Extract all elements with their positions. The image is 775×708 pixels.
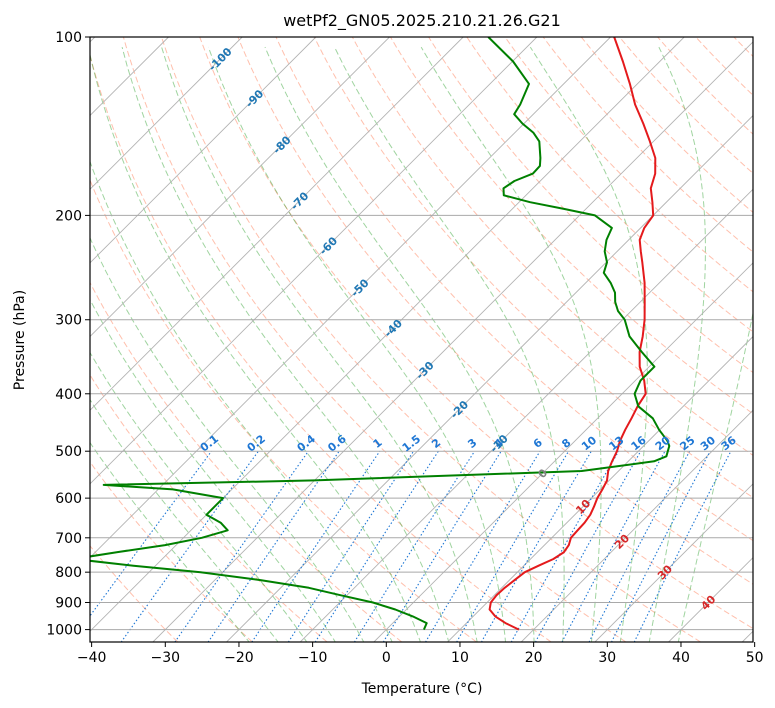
mixing-ratio-line (633, 450, 732, 642)
mixing-ratio-line (207, 450, 340, 642)
x-tick-label: −40 (77, 650, 107, 666)
mixing-ratio-line (425, 450, 541, 642)
dry-adiabat (90, 53, 552, 642)
y-tick-label: 400 (55, 387, 82, 403)
dry-adiabat (390, 37, 753, 415)
moist-adiabat (121, 46, 450, 642)
dry-adiabat (275, 37, 753, 542)
y-tick-label: 600 (55, 491, 82, 507)
x-tick-label: 30 (598, 650, 616, 666)
dry-adiabat (580, 37, 753, 214)
dry-adiabat (237, 37, 753, 585)
dewpoint-line (90, 37, 671, 630)
x-axis-label: Temperature (°C) (361, 681, 483, 697)
dry-adiabat (90, 178, 477, 642)
moist-adiabat (90, 441, 250, 642)
mixing-ratio-line (561, 450, 666, 642)
mixing-ratio-line (480, 450, 592, 642)
mixing-ratio-line (251, 450, 381, 642)
x-tick-label: 10 (451, 650, 469, 666)
dry-adiabat (313, 37, 753, 499)
moist-adiabat (648, 46, 706, 642)
isotherm-line (520, 409, 753, 642)
profile-lines (90, 37, 671, 631)
dry-adiabat (122, 37, 627, 642)
mixing-ratio-line (314, 450, 439, 642)
moist-adiabat (420, 46, 602, 642)
dry-adiabat (466, 37, 753, 333)
isotherm-line (226, 114, 753, 642)
mixing-ratio-line (510, 450, 620, 642)
dry-adiabat (90, 281, 403, 642)
x-tick-label: 0 (382, 650, 391, 666)
y-tick-label: 500 (55, 444, 82, 460)
x-tick-label: 50 (746, 650, 764, 666)
moist-adiabat (207, 46, 507, 642)
mixing-ratio-line (353, 450, 476, 642)
isotherm-line (90, 37, 317, 264)
dry-adiabat (199, 37, 753, 630)
x-tick-label: −30 (151, 650, 181, 666)
dry-adiabat (619, 37, 753, 174)
y-tick-label: 100 (55, 30, 82, 46)
dry-adiabat (428, 37, 753, 374)
dry-adiabat (90, 374, 328, 642)
x-tick-label: −10 (298, 650, 328, 666)
moist-adiabat (90, 398, 279, 642)
mixing-ratio-line (534, 450, 642, 642)
moist-adiabat (334, 46, 565, 642)
isotherm-line (90, 37, 538, 485)
dry-adiabat (542, 37, 753, 253)
mixing-ratio-line (610, 450, 711, 642)
isotherm-line (90, 37, 243, 190)
moist-adiabat (90, 298, 336, 642)
mixing-ratio-line (120, 450, 259, 642)
isotherm-line (299, 188, 753, 642)
y-tick-label: 700 (55, 531, 82, 547)
mixing-ratio-line (456, 450, 570, 642)
moist-adiabat (161, 46, 478, 642)
y-tick-label: 900 (55, 595, 82, 611)
temperature-line (488, 37, 657, 631)
isotherm-line (90, 37, 464, 411)
isotherm-line (90, 37, 390, 338)
isotherm-line (90, 37, 611, 559)
moist-adiabat (529, 46, 648, 642)
isotherm-line (373, 262, 753, 642)
mixing-ratio-line (588, 450, 691, 642)
axis-ticks: −40 −30 −20 −10 0 10 20 30 40 50 100 200 300 400 500 60… (46, 30, 763, 666)
y-tick-label: 300 (55, 313, 82, 329)
x-tick-label: −20 (224, 650, 254, 666)
plot-frame (89, 36, 754, 643)
x-tick-label: 40 (672, 650, 690, 666)
moist-adiabat (677, 310, 753, 642)
y-tick-label: 800 (55, 565, 82, 581)
plot-area-background (90, 37, 753, 642)
isotherm-line (447, 335, 753, 642)
y-tick-label: 1000 (46, 623, 82, 639)
isotherm-line (594, 483, 753, 642)
dry-adiabat (504, 37, 753, 293)
mixing-ratio-line (90, 450, 212, 617)
moist-adiabat (90, 52, 421, 642)
y-tick-label: 200 (55, 208, 82, 224)
x-tick-label: 20 (525, 650, 543, 666)
mixing-ratio-line (287, 450, 415, 642)
y-axis-label: Pressure (hPa) (12, 290, 28, 390)
chart-title: wetPf2_GN05.2025.210.21.26.G21 (283, 11, 561, 31)
isotherm-line (152, 41, 753, 642)
